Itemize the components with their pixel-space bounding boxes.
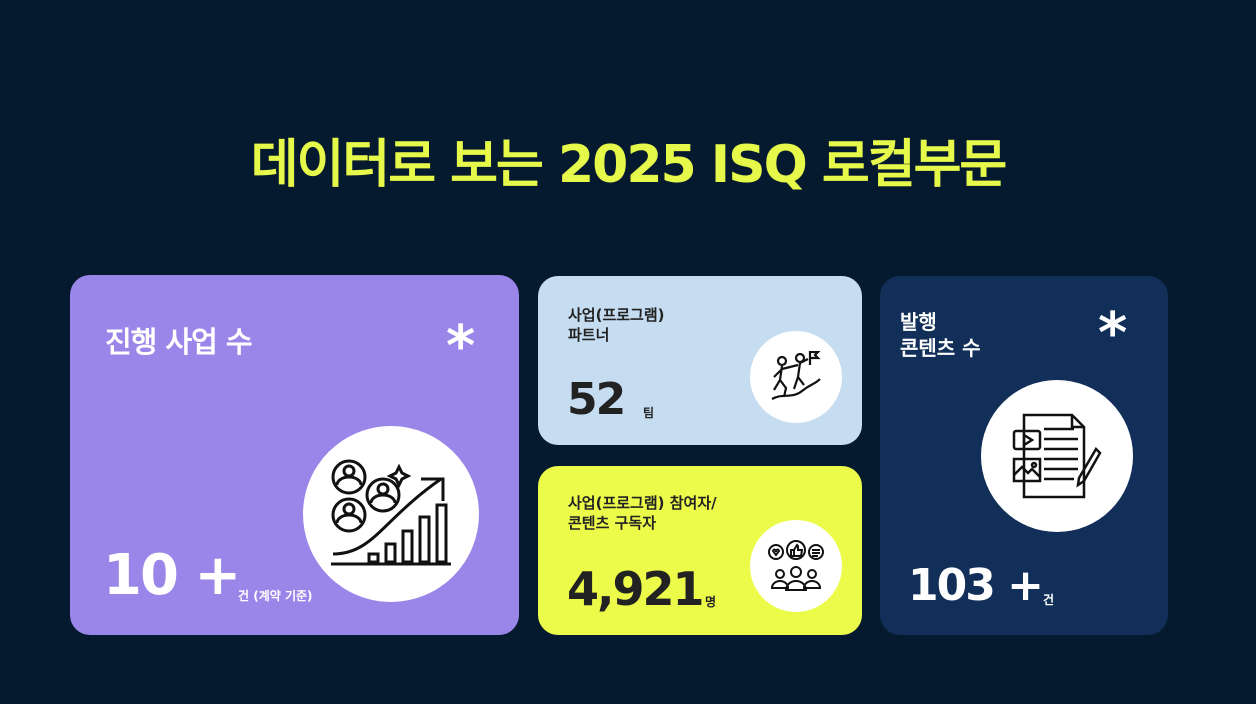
page-title: 데이터로 보는 2025 ISQ 로컬부문 bbox=[250, 135, 1008, 195]
card-label-line-1: 사업(프로그램) 참여자/ bbox=[568, 494, 717, 512]
card-unit: 건 (계약 기준) bbox=[238, 589, 313, 603]
climbing-partners-flag-icon bbox=[750, 331, 842, 423]
people-growth-chart-icon bbox=[303, 426, 479, 602]
card-unit: 명 bbox=[705, 595, 717, 609]
card-value: 103 + bbox=[908, 560, 1044, 611]
content-document-pencil-icon bbox=[981, 380, 1133, 532]
asterisk-icon: * bbox=[446, 314, 476, 379]
card-label-line-2: 파트너 bbox=[568, 326, 610, 344]
asterisk-icon: * bbox=[1098, 301, 1128, 366]
card-value: 10 + bbox=[103, 543, 241, 608]
card-unit: 건 bbox=[1043, 593, 1055, 607]
card-label-line-2: 콘텐츠 구독자 bbox=[568, 514, 657, 532]
card-contents: 발행 콘텐츠 수 * 103 + 건 bbox=[880, 276, 1168, 635]
card-projects: 진행 사업 수 * 10 + 건 (계약 기준) bbox=[70, 275, 519, 635]
audience-feedback-icon bbox=[750, 520, 842, 612]
card-label-line-1: 발행 bbox=[900, 310, 937, 334]
card-partners: 사업(프로그램) 파트너 52 팀 bbox=[538, 276, 862, 445]
card-participants: 사업(프로그램) 참여자/ 콘텐츠 구독자 4,921 명 bbox=[538, 466, 862, 635]
card-label: 진행 사업 수 bbox=[105, 325, 253, 359]
card-label-line-1: 사업(프로그램) bbox=[568, 306, 665, 324]
card-value: 4,921 bbox=[567, 562, 705, 616]
card-unit: 팀 bbox=[643, 406, 655, 420]
card-value: 52 bbox=[567, 374, 626, 425]
card-label-line-2: 콘텐츠 수 bbox=[900, 336, 981, 360]
